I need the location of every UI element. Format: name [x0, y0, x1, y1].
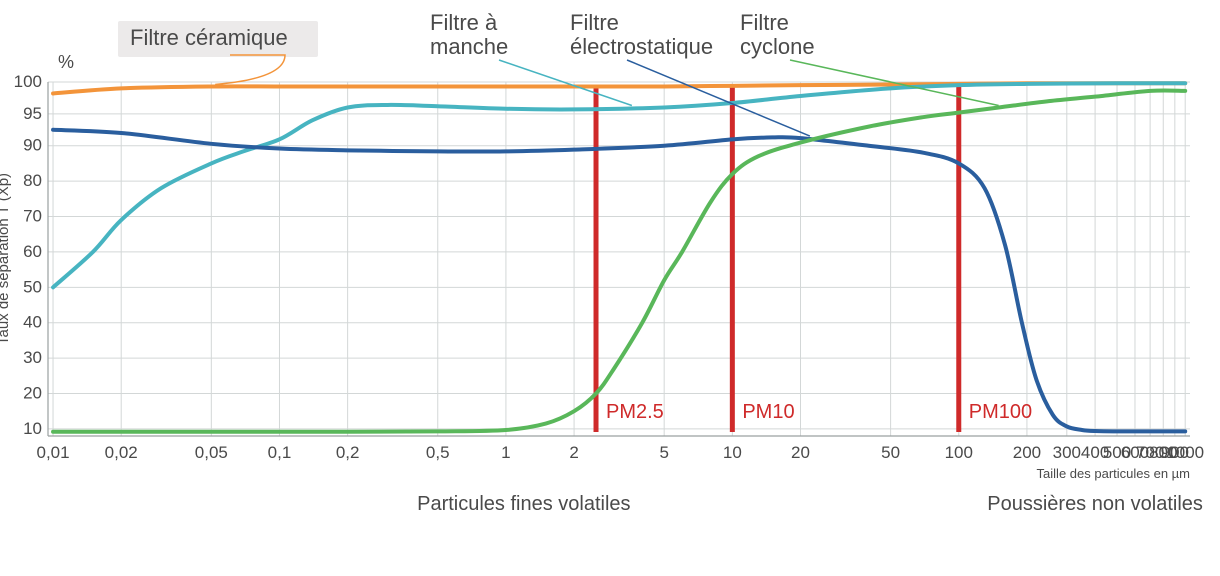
y-tick-label: 20 — [23, 384, 42, 403]
y-tick-label: 70 — [23, 207, 42, 226]
x-tick-label: 0,2 — [336, 443, 360, 462]
y-axis: 10 20 30 40 50 60 70 80 90 95 100% Taux de séparati… — [0, 52, 74, 438]
x-tick-label: 5 — [659, 443, 668, 462]
x-tick-label: 200 — [1013, 443, 1041, 462]
series-group — [53, 83, 1185, 432]
x-axis: 0,010,020,050,10,20,51251020501002003004… — [36, 443, 1204, 481]
region-label-right: Poussières non volatiles — [987, 493, 1203, 515]
x-tick-label: 1 — [501, 443, 510, 462]
x-tick-label: 300 — [1053, 443, 1081, 462]
pm-marker-label: PM100 — [969, 401, 1032, 423]
filter-efficiency-chart: 10 20 30 40 50 60 70 80 90 95 100% Taux de séparati… — [0, 0, 1220, 576]
chart-svg: 10 20 30 40 50 60 70 80 90 95 100% Taux de séparati… — [0, 0, 1220, 576]
pm-marker-label: PM10 — [742, 401, 794, 423]
grid — [48, 82, 1190, 436]
legend-label-manche-2: manche — [430, 34, 508, 59]
legend: Filtre céramiqueFiltre àmancheFiltreélec… — [118, 10, 999, 136]
x-axis-title: Taille des particules en µm — [1037, 466, 1190, 481]
y-tick-label: 10 — [23, 419, 42, 438]
y-tick-label: 95 — [23, 104, 42, 123]
legend-label-manche: Filtre à — [430, 10, 498, 35]
y-tick-label: 40 — [23, 313, 42, 332]
legend-label-electrostatique-2: électrostatique — [570, 34, 713, 59]
y-tick-label: 80 — [23, 171, 42, 190]
y-tick-label: 30 — [23, 348, 42, 367]
legend-label-cyclone-2: cyclone — [740, 34, 815, 59]
x-tick-label: 0,5 — [426, 443, 450, 462]
legend-label-ceramique: Filtre céramique — [130, 25, 288, 50]
legend-leader-ceramique — [215, 55, 285, 84]
x-tick-label: 1000 — [1166, 443, 1204, 462]
x-tick-label: 0,02 — [105, 443, 138, 462]
pm-marker-label: PM2.5 — [606, 401, 664, 423]
x-tick-label: 50 — [881, 443, 900, 462]
x-tick-label: 0,1 — [268, 443, 292, 462]
y-unit-label: % — [58, 52, 74, 72]
legend-leader-manche — [499, 60, 632, 105]
legend-label-electrostatique: Filtre — [570, 10, 619, 35]
y-tick-label: 60 — [23, 242, 42, 261]
region-label-left: Particules fines volatiles — [417, 493, 630, 515]
x-tick-label: 20 — [791, 443, 810, 462]
y-tick-label: 100 — [14, 72, 42, 91]
x-tick-label: 0,01 — [36, 443, 69, 462]
x-tick-label: 100 — [945, 443, 973, 462]
series-cyclone — [53, 90, 1185, 431]
y-tick-label: 50 — [23, 277, 42, 296]
y-axis-title: Taux de séparation T (Xp) — [0, 173, 12, 345]
y-tick-label: 90 — [23, 136, 42, 155]
legend-label-cyclone: Filtre — [740, 10, 789, 35]
x-tick-label: 0,05 — [195, 443, 228, 462]
x-tick-label: 2 — [569, 443, 578, 462]
x-tick-label: 10 — [723, 443, 742, 462]
series-electrostatique — [53, 130, 1185, 432]
